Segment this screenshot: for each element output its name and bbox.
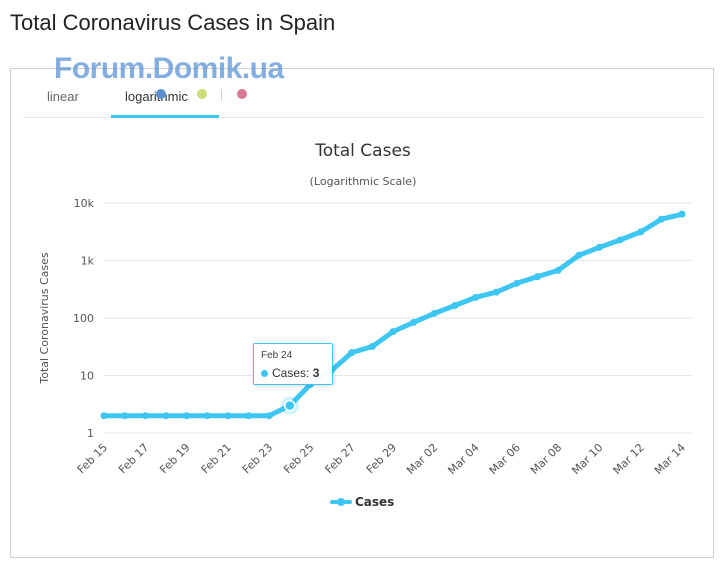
- x-tick-label: Feb 15: [75, 441, 110, 476]
- data-point[interactable]: [554, 266, 562, 274]
- tooltip-value: 3: [312, 366, 320, 380]
- data-point[interactable]: [348, 349, 356, 357]
- data-point[interactable]: [162, 412, 170, 420]
- data-point[interactable]: [389, 328, 397, 336]
- chart-title: Total Cases: [314, 141, 411, 161]
- watermark: Forum.Domik.ua: [54, 52, 284, 85]
- x-tick-label: Feb 27: [322, 441, 357, 476]
- x-tick-labels: Feb 15 Feb 17 Feb 19 Feb 21 Feb 23 Feb 25 Feb …: [75, 441, 688, 477]
- y-tick-label: 10k: [74, 197, 95, 210]
- data-point[interactable]: [203, 412, 211, 420]
- chart-legend[interactable]: Cases: [330, 495, 394, 509]
- x-tick-label: Feb 25: [281, 441, 316, 476]
- x-tick-label: Feb 21: [199, 441, 234, 476]
- data-point[interactable]: [141, 412, 149, 420]
- x-tick-label: Mar 12: [611, 441, 647, 477]
- data-point[interactable]: [534, 273, 541, 281]
- data-point[interactable]: [678, 210, 686, 218]
- data-point[interactable]: [265, 412, 273, 420]
- data-point[interactable]: [368, 342, 376, 350]
- data-point[interactable]: [183, 412, 191, 420]
- x-tick-label: Mar 14: [652, 441, 688, 477]
- x-tick-label: Mar 06: [487, 441, 523, 477]
- pink-dot-icon: [237, 89, 247, 99]
- data-point[interactable]: [224, 412, 232, 420]
- y-tick-label: 1: [87, 427, 94, 440]
- grid-lines: [104, 202, 692, 434]
- scale-tabs: linear logarithmic: [23, 69, 703, 118]
- y-tick-label: 100: [73, 312, 94, 325]
- data-point[interactable]: [245, 412, 252, 420]
- legend-marker-icon: [337, 498, 345, 506]
- x-tick-label: Feb 23: [240, 441, 275, 476]
- series-line-cases: [101, 211, 685, 419]
- data-point[interactable]: [513, 279, 521, 287]
- x-tick-label: Mar 08: [528, 441, 564, 477]
- page-title: Total Coronavirus Cases in Spain: [10, 10, 336, 35]
- tooltip-dot-icon: [261, 370, 268, 378]
- x-tick-label: Feb 29: [364, 441, 399, 476]
- green-dot-icon: [197, 89, 207, 99]
- data-point[interactable]: [410, 318, 418, 326]
- data-point[interactable]: [430, 309, 438, 317]
- chart-subtitle: (Logarithmic Scale): [310, 175, 417, 188]
- tooltip-date: Feb 24: [261, 350, 293, 361]
- data-point[interactable]: [575, 251, 583, 259]
- data-tooltip: Feb 24 Cases: 3: [253, 343, 333, 385]
- tooltip-series-name: Cases: [272, 366, 307, 380]
- tab-separator: [221, 89, 222, 101]
- hovered-data-point[interactable]: [284, 399, 296, 412]
- y-tick-label: 10: [80, 370, 94, 383]
- data-point[interactable]: [472, 293, 480, 301]
- y-axis-label: Total Coronavirus Cases: [38, 252, 51, 385]
- data-point[interactable]: [451, 301, 459, 309]
- y-tick-label: 1k: [81, 255, 95, 268]
- data-point[interactable]: [616, 236, 624, 244]
- x-tick-label: Feb 19: [157, 441, 192, 476]
- cases-series: [100, 210, 686, 420]
- data-point[interactable]: [492, 288, 500, 296]
- legend-item-cases[interactable]: Cases: [355, 495, 394, 509]
- data-point[interactable]: [637, 228, 645, 236]
- active-tab-indicator: [111, 115, 219, 118]
- blue-dot-icon: [156, 89, 166, 99]
- data-point[interactable]: [100, 412, 108, 420]
- x-tick-label: Mar 04: [445, 441, 481, 477]
- x-tick-label: Feb 17: [116, 441, 151, 476]
- y-tick-labels: 1 10 100 1k 10k: [73, 197, 95, 440]
- tab-linear[interactable]: linear: [47, 89, 79, 104]
- data-point[interactable]: [657, 215, 665, 223]
- x-tick-label: Mar 10: [569, 441, 605, 477]
- data-point[interactable]: [595, 243, 603, 251]
- x-tick-label: Mar 02: [404, 441, 440, 477]
- data-point[interactable]: [121, 412, 129, 420]
- chart-panel: linear logarithmic: [10, 68, 714, 558]
